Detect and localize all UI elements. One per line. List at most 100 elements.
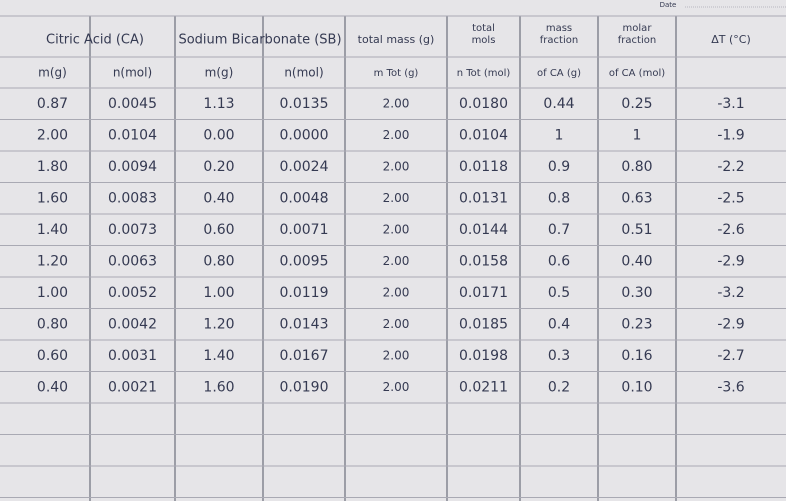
cell-value: 1.80 — [37, 159, 68, 175]
cell-value: -2.6 — [717, 222, 744, 238]
cell-value: 0.80 — [37, 316, 68, 332]
cell-value: 0.0180 — [459, 96, 508, 112]
cell-value: 1.13 — [203, 96, 234, 112]
cell-value: -2.7 — [717, 348, 744, 364]
cell-value: 0.8 — [548, 190, 570, 206]
header-label: fraction — [540, 35, 578, 46]
cell-value: 0.25 — [621, 96, 652, 112]
cell-value: 0.44 — [543, 96, 574, 112]
subheader-label: of CA (g) — [537, 68, 581, 79]
header-label: mols — [472, 35, 496, 46]
cell-value: 1 — [633, 127, 642, 143]
cell-value: 0.9 — [548, 159, 570, 175]
cell-value: 0.0094 — [108, 159, 157, 175]
cell-value: 0.4 — [548, 316, 570, 332]
subheader-label: n(mol) — [284, 66, 323, 80]
cell-value: 2.00 — [383, 222, 410, 236]
cell-value: 0.0083 — [108, 190, 157, 206]
header-label: fraction — [618, 35, 656, 46]
header-label: total — [472, 23, 495, 34]
cell-value: 0.0118 — [459, 159, 508, 175]
cell-value: 2.00 — [383, 128, 410, 142]
header-label: Citric Acid (CA) — [46, 33, 144, 48]
cell-value: 0.0198 — [459, 348, 508, 364]
cell-value: 2.00 — [383, 348, 410, 362]
cell-value: 0.0143 — [280, 316, 329, 332]
cell-value: 0.0021 — [108, 379, 157, 395]
table: Citric Acid (CA) Sodium Bicarbonate (SB) t… — [37, 23, 751, 395]
cell-value: 2.00 — [383, 254, 410, 268]
cell-value: 2.00 — [383, 191, 410, 205]
cell-value: 0.51 — [621, 222, 652, 238]
cell-value: -2.2 — [717, 159, 744, 175]
cell-value: 0.0144 — [459, 222, 508, 238]
cell-value: -3.6 — [717, 379, 744, 395]
cell-value: 0.0119 — [280, 285, 329, 301]
subheader-label: m(g) — [205, 66, 234, 80]
cell-value: 0.0073 — [108, 222, 157, 238]
header-label: molar — [623, 23, 653, 34]
cell-value: 0.0000 — [280, 127, 329, 143]
cell-value: 2.00 — [383, 285, 410, 299]
date-label: Date — [660, 1, 677, 9]
cell-value: 0.80 — [621, 159, 652, 175]
cell-value: 0.0048 — [280, 190, 329, 206]
cell-value: 0.87 — [37, 96, 68, 112]
header-label: ΔT (°C) — [711, 33, 751, 46]
cell-value: 0.63 — [621, 190, 652, 206]
cell-value: 0.40 — [621, 253, 652, 269]
cell-value: 0.40 — [203, 190, 234, 206]
subheader-label: n Tot (mol) — [457, 68, 511, 79]
subheader-label: of CA (mol) — [609, 68, 665, 79]
cell-value: 1.60 — [37, 190, 68, 206]
cell-value: 1.20 — [203, 316, 234, 332]
cell-value: 1.20 — [37, 253, 68, 269]
subheader-label: m Tot (g) — [374, 68, 419, 79]
cell-value: 2.00 — [383, 159, 410, 173]
subheader-label: m(g) — [38, 66, 67, 80]
cell-value: 0.20 — [203, 159, 234, 175]
cell-value: 0.5 — [548, 285, 570, 301]
cell-value: 0.80 — [203, 253, 234, 269]
cell-value: 0.0167 — [280, 348, 329, 364]
cell-value: 0.60 — [37, 348, 68, 364]
cell-value: -2.5 — [717, 190, 744, 206]
cell-value: 0.00 — [203, 127, 234, 143]
cell-value: 0.10 — [621, 379, 652, 395]
cell-value: 0.0042 — [108, 316, 157, 332]
cell-value: 0.2 — [548, 379, 570, 395]
cell-value: 2.00 — [37, 127, 68, 143]
cell-value: 0.3 — [548, 348, 570, 364]
cell-value: 0.0158 — [459, 253, 508, 269]
cell-value: 0.0031 — [108, 348, 157, 364]
cell-value: 0.0131 — [459, 190, 508, 206]
cell-value: 0.30 — [621, 285, 652, 301]
cell-value: 0.23 — [621, 316, 652, 332]
cell-value: 0.0052 — [108, 285, 157, 301]
cell-value: 0.0211 — [459, 379, 508, 395]
cell-value: 0.0135 — [280, 96, 329, 112]
cell-value: 0.0063 — [108, 253, 157, 269]
cell-value: -3.2 — [717, 285, 744, 301]
cell-value: 0.6 — [548, 253, 570, 269]
cell-value: -1.9 — [717, 127, 744, 143]
cell-value: 1.40 — [203, 348, 234, 364]
cell-value: 1.00 — [37, 285, 68, 301]
header-label: Sodium Bicarbonate (SB) — [178, 33, 341, 48]
cell-value: 0.0171 — [459, 285, 508, 301]
cell-value: 0.60 — [203, 222, 234, 238]
cell-value: -3.1 — [717, 96, 744, 112]
cell-value: 0.0071 — [280, 222, 329, 238]
cell-value: -2.9 — [717, 316, 744, 332]
cell-value: 0.0024 — [280, 159, 329, 175]
cell-value: 2.00 — [383, 96, 410, 110]
cell-value: 0.7 — [548, 222, 570, 238]
cell-value: 0.0185 — [459, 316, 508, 332]
header-label: mass — [546, 23, 572, 34]
cell-value: 2.00 — [383, 380, 410, 394]
cell-value: 0.0104 — [108, 127, 157, 143]
cell-value: 0.40 — [37, 379, 68, 395]
cell-value: 0.0045 — [108, 96, 157, 112]
